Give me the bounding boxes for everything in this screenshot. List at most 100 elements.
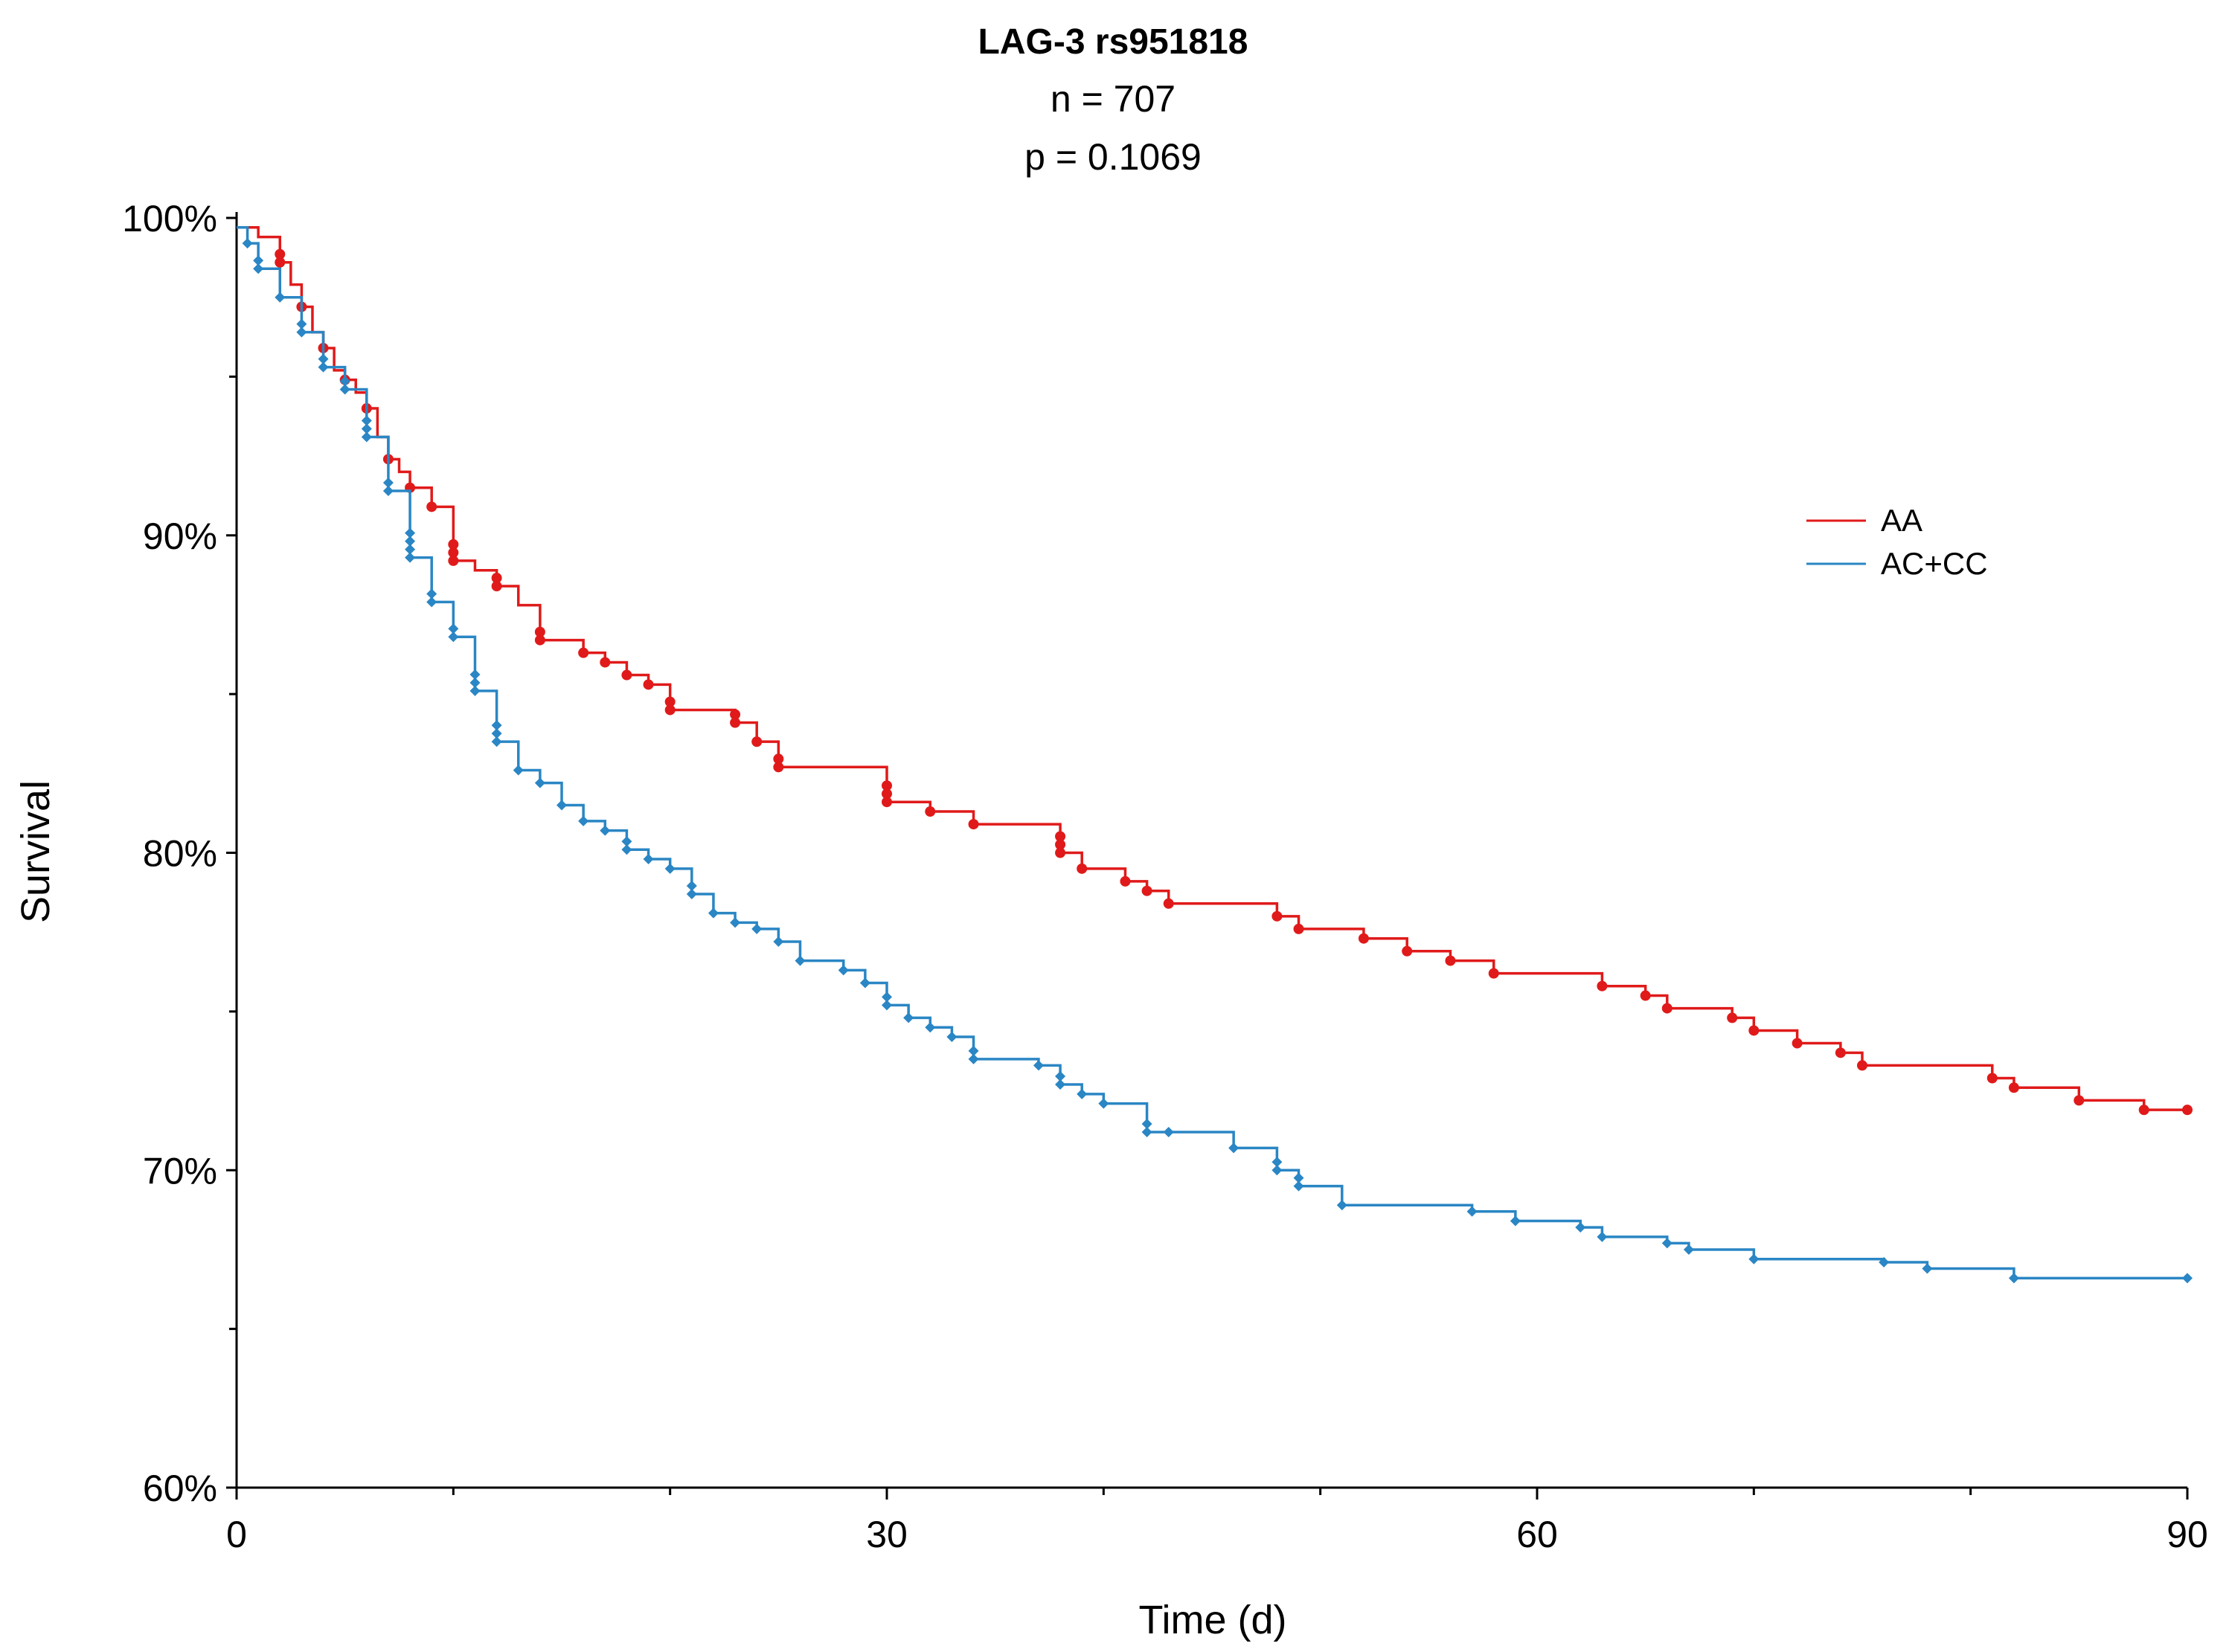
- censor-mark: [968, 819, 979, 830]
- censor-mark: [469, 685, 481, 696]
- censor-mark: [296, 318, 307, 330]
- censor-mark: [686, 880, 697, 891]
- censor-mark: [773, 762, 784, 773]
- censor-mark: [1141, 1127, 1152, 1138]
- censor-mark: [339, 384, 350, 395]
- censor-mark: [448, 539, 459, 550]
- censor-mark: [318, 353, 329, 364]
- censor-mark: [1488, 968, 1499, 979]
- censor-mark: [1077, 863, 1088, 874]
- censor-mark: [448, 623, 459, 634]
- censor-mark: [600, 825, 611, 836]
- censor-mark: [730, 917, 741, 928]
- censor-mark: [557, 800, 567, 811]
- censor-mark: [1098, 1098, 1109, 1109]
- censor-mark: [2182, 1273, 2193, 1284]
- censor-mark: [242, 238, 253, 249]
- censor-mark: [448, 631, 459, 643]
- censor-mark: [534, 777, 545, 788]
- censor-mark: [1683, 1244, 1694, 1255]
- censor-mark: [491, 581, 502, 592]
- censor-mark: [339, 376, 350, 387]
- censor-mark: [469, 677, 481, 688]
- censor-mark: [1293, 1180, 1304, 1192]
- censor-mark: [296, 327, 307, 338]
- censor-mark: [1575, 1222, 1586, 1233]
- x-axis-ticks: 0 30 60 90: [226, 1488, 2208, 1555]
- censor-mark: [1358, 933, 1369, 944]
- censor-mark: [382, 478, 394, 489]
- censor-mark: [882, 1000, 892, 1011]
- chart-title: LAG-3 rs951818: [978, 22, 1248, 62]
- censor-mark: [578, 815, 589, 826]
- y-tick-label: 70%: [143, 1150, 217, 1192]
- censor-mark: [1986, 1073, 1998, 1084]
- censor-mark: [882, 991, 892, 1003]
- y-axis-label: Survival: [13, 780, 58, 923]
- censor-mark: [1661, 1238, 1672, 1249]
- censor-mark: [730, 717, 741, 728]
- x-tick-label: 30: [866, 1514, 908, 1555]
- censor-mark: [1640, 990, 1651, 1001]
- censor-mark: [2182, 1105, 2193, 1116]
- censor-mark: [1792, 1038, 1803, 1049]
- censor-mark: [1271, 1165, 1283, 1176]
- censor-mark: [491, 728, 502, 739]
- censor-mark: [1163, 1127, 1174, 1138]
- censor-mark: [2008, 1082, 2019, 1093]
- x-tick-label: 0: [226, 1514, 247, 1555]
- censor-mark: [1163, 898, 1174, 909]
- y-tick-label: 80%: [143, 833, 217, 875]
- censor-mark: [275, 248, 286, 260]
- series-layer: [237, 226, 2193, 1284]
- censor-mark: [405, 527, 416, 539]
- censor-mark: [643, 854, 654, 865]
- censor-mark: [1510, 1215, 1521, 1227]
- censor-mark: [859, 977, 870, 989]
- censor-mark: [1055, 847, 1066, 858]
- censor-mark: [426, 588, 437, 600]
- censor-mark: [361, 431, 372, 443]
- censor-mark: [664, 704, 676, 716]
- censor-mark: [513, 765, 524, 776]
- censor-mark: [1922, 1263, 1933, 1274]
- censor-mark: [1120, 875, 1131, 887]
- chart-subtitle-p: p = 0.1069: [1024, 136, 1202, 178]
- censor-mark: [925, 806, 936, 817]
- censor-mark: [578, 647, 589, 658]
- censor-mark: [1271, 1157, 1283, 1168]
- legend-label: AA: [1881, 503, 1922, 538]
- censor-mark: [1748, 1253, 1760, 1264]
- censor-mark: [1228, 1142, 1239, 1154]
- censor-mark: [664, 863, 676, 874]
- censor-mark: [1293, 923, 1304, 934]
- censor-mark: [773, 753, 784, 765]
- censor-mark: [708, 907, 719, 919]
- censor-mark: [882, 780, 892, 791]
- censor-mark: [534, 626, 545, 637]
- censor-mark: [1336, 1200, 1347, 1211]
- censor-mark: [491, 573, 502, 584]
- censor-mark: [318, 361, 329, 373]
- censor-mark: [1077, 1088, 1088, 1099]
- censor-mark: [1141, 1119, 1152, 1130]
- censor-mark: [1033, 1060, 1044, 1071]
- censor-mark: [882, 797, 892, 808]
- censor-mark: [751, 923, 763, 934]
- censor-mark: [361, 423, 372, 434]
- censor-mark: [664, 696, 676, 707]
- censor-mark: [1055, 1071, 1066, 1082]
- censor-mark: [1835, 1047, 1846, 1058]
- x-tick-label: 90: [2167, 1514, 2208, 1555]
- censor-mark: [253, 255, 264, 266]
- censor-mark: [1727, 1012, 1738, 1023]
- censor-mark: [1055, 831, 1066, 842]
- x-axis-label: Time (d): [1139, 1598, 1287, 1642]
- censor-mark: [882, 788, 892, 800]
- censor-mark: [469, 669, 481, 680]
- censor-mark: [903, 1012, 914, 1023]
- x-tick-label: 60: [1516, 1514, 1558, 1555]
- censor-mark: [968, 1045, 979, 1056]
- censor-mark: [2138, 1105, 2149, 1116]
